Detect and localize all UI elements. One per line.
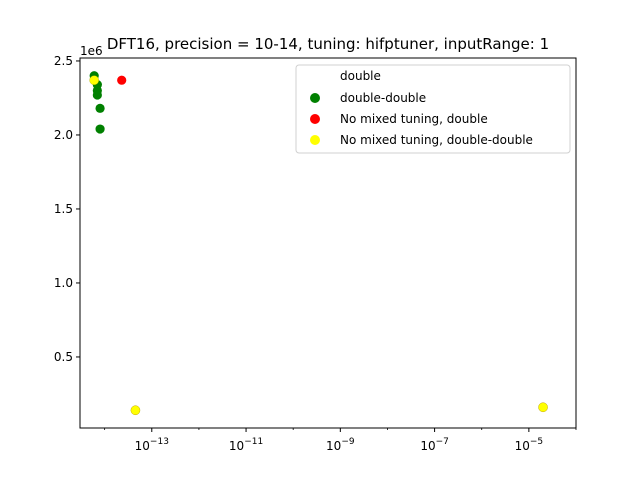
data-point-series-1 <box>92 90 102 100</box>
chart-title: DFT16, precision = 10-14, tuning: hifptu… <box>107 35 549 53</box>
data-point-series-1 <box>95 124 105 134</box>
y-axis: 0.5 1.0 1.5 2.0 2.5 <box>54 54 80 364</box>
legend-marker-series-3 <box>310 135 320 145</box>
x-tick-label: 10−7 <box>420 437 449 453</box>
x-tick-label: 10−9 <box>326 437 355 453</box>
y-tick-label: 1.0 <box>54 276 73 290</box>
data-point-series-3 <box>89 75 99 85</box>
y-offset-label: 1e6 <box>80 44 103 58</box>
data-point-series-3 <box>130 405 141 415</box>
legend-title: double <box>340 69 381 83</box>
legend-label-series-2: No mixed tuning, double <box>340 112 488 126</box>
y-tick-label: 0.5 <box>54 350 73 364</box>
data-point-series-3 <box>538 402 548 413</box>
legend-marker-series-2 <box>310 114 320 124</box>
legend-marker-series-1 <box>310 93 320 103</box>
y-tick-label: 1.5 <box>54 202 73 216</box>
y-tick-label: 2.0 <box>54 128 73 142</box>
x-tick-label: 10−13 <box>135 437 169 453</box>
legend: double double-double No mixed tuning, doub… <box>295 64 571 154</box>
x-axis: 10−13 10−11 10−9 10−7 10−5 <box>104 428 577 453</box>
x-tick-label: 10−11 <box>229 437 263 453</box>
data-point-series-1 <box>95 103 105 113</box>
legend-label-series-1: double-double <box>340 91 426 105</box>
x-tick-label: 10−5 <box>515 437 544 453</box>
legend-box <box>295 64 571 154</box>
data-points <box>89 71 548 415</box>
legend-label-series-3: No mixed tuning, double-double <box>340 133 533 147</box>
data-point-series-2 <box>117 75 127 85</box>
y-tick-label: 2.5 <box>54 54 73 68</box>
